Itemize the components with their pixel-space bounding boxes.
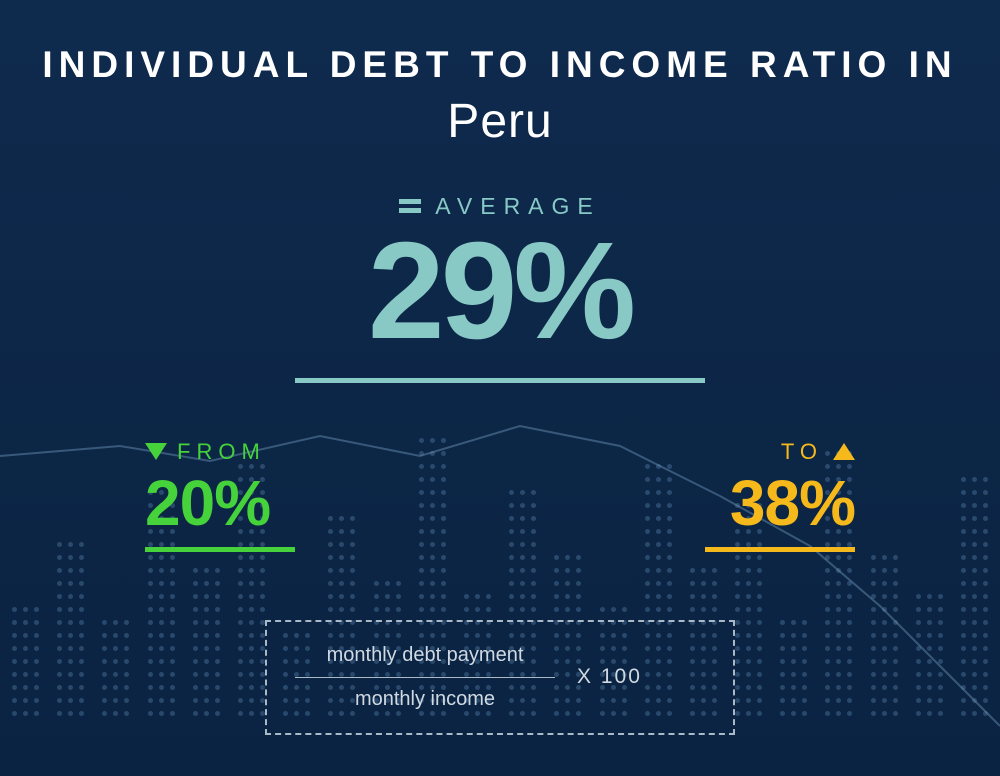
formula-fraction: monthly debt payment monthly income	[295, 644, 555, 711]
fraction-bar-icon	[295, 677, 555, 678]
average-value: 29%	[0, 222, 1000, 360]
average-block: AVERAGE 29%	[0, 191, 1000, 383]
formula-multiplier: X 100	[577, 665, 642, 689]
range-to-block: TO 38%	[655, 439, 855, 552]
formula-box: monthly debt payment monthly income X 10…	[265, 620, 735, 735]
range-from-underline	[145, 547, 295, 552]
content: INDIVIDUAL DEBT TO INCOME RATIO IN Peru …	[0, 0, 1000, 776]
range-from-block: FROM 20%	[145, 439, 345, 552]
triangle-down-icon	[145, 443, 167, 460]
average-underline	[295, 378, 705, 383]
range-to-label-row: TO	[655, 439, 855, 465]
triangle-up-icon	[833, 443, 855, 460]
range-to-label: TO	[781, 439, 823, 465]
page-title-country: Peru	[0, 94, 1000, 149]
formula-numerator: monthly debt payment	[327, 644, 524, 667]
equals-icon	[399, 199, 421, 213]
range-from-label: FROM	[177, 439, 266, 465]
page-title-line1: INDIVIDUAL DEBT TO INCOME RATIO IN	[0, 44, 1000, 86]
range-row: FROM 20% TO 38%	[135, 439, 865, 552]
range-to-value: 38%	[655, 471, 855, 535]
range-from-value: 20%	[145, 471, 345, 535]
range-from-label-row: FROM	[145, 439, 345, 465]
formula-denominator: monthly income	[355, 688, 495, 711]
range-to-underline	[705, 547, 855, 552]
